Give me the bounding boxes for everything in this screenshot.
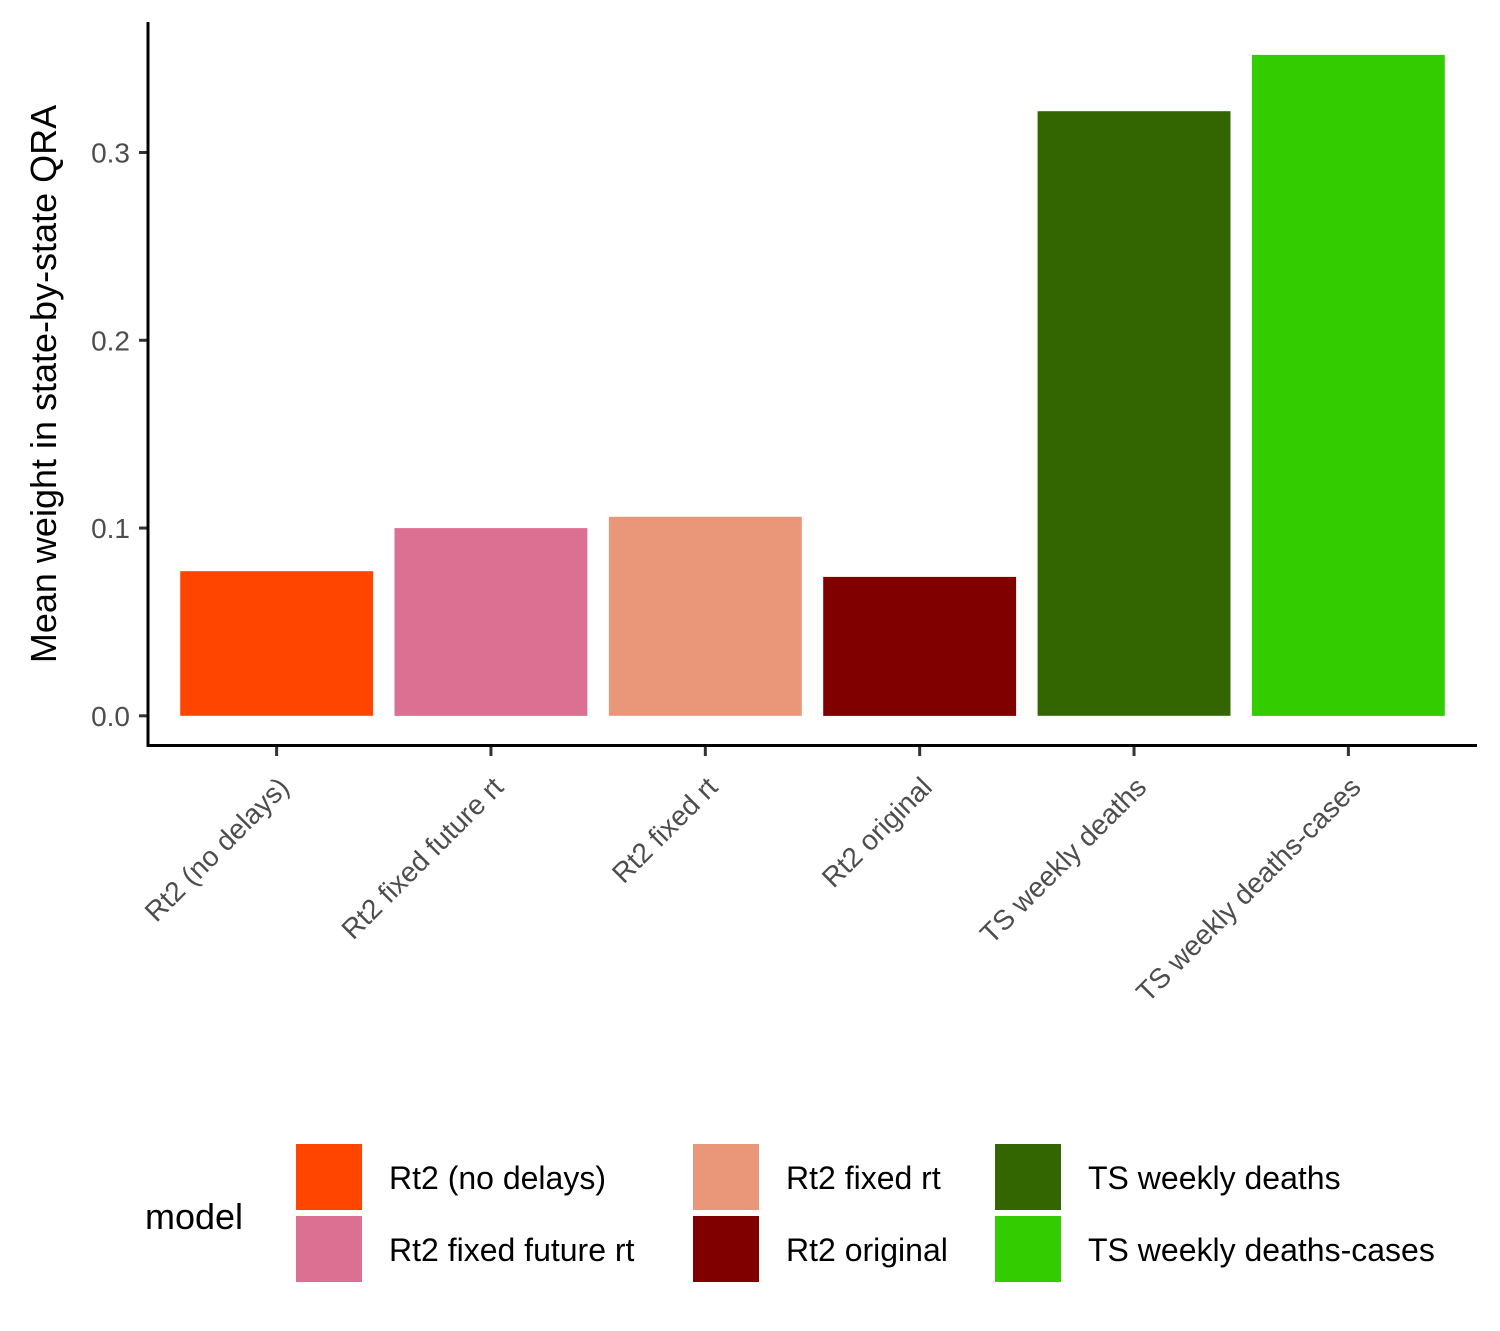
bars-layer: [180, 54, 1445, 716]
legend: model Rt2 (no delays) Rt2 fixed future rt…: [145, 1144, 1435, 1282]
legend-key-3: [693, 1144, 759, 1210]
legend-label: Rt2 fixed rt: [786, 1160, 941, 1196]
y-tick-label: 0.0: [91, 701, 130, 732]
bar-5: [1037, 111, 1231, 716]
legend-key-2: [296, 1216, 362, 1282]
bar-4: [823, 576, 1017, 716]
legend-label: TS weekly deaths: [1088, 1160, 1341, 1196]
x-tick-label: Rt2 original: [816, 771, 938, 893]
x-tick-label: Rt2 (no delays): [139, 771, 295, 927]
bar-6: [1251, 54, 1445, 716]
legend-key-1: [296, 1144, 362, 1210]
x-tick-label: Rt2 fixed rt: [606, 771, 724, 889]
x-axis: Rt2 (no delays) Rt2 fixed future rt Rt2 fi…: [139, 747, 1367, 1008]
legend-key-4: [693, 1216, 759, 1282]
y-tick-label: 0.1: [91, 513, 130, 544]
y-axis-title: Mean weight in state-by-state QRA: [23, 105, 64, 663]
legend-label: Rt2 original: [786, 1232, 948, 1268]
legend-label: Rt2 (no delays): [389, 1160, 606, 1196]
y-tick-label: 0.2: [91, 325, 130, 356]
legend-label: TS weekly deaths-cases: [1088, 1232, 1435, 1268]
bar-2: [394, 528, 588, 716]
legend-label: Rt2 fixed future rt: [389, 1232, 635, 1268]
x-tick-label: Rt2 fixed future rt: [335, 771, 509, 945]
legend-key-5: [995, 1144, 1061, 1210]
bar-1: [180, 571, 374, 716]
x-tick-label: TS weekly deaths: [974, 771, 1152, 949]
y-tick-label: 0.3: [91, 138, 130, 169]
legend-key-6: [995, 1216, 1061, 1282]
legend-title: model: [145, 1196, 243, 1237]
bar-3: [608, 516, 802, 716]
x-tick-label: TS weekly deaths-cases: [1130, 771, 1367, 1008]
y-axis: 0.0 0.1 0.2 0.3: [91, 138, 148, 732]
